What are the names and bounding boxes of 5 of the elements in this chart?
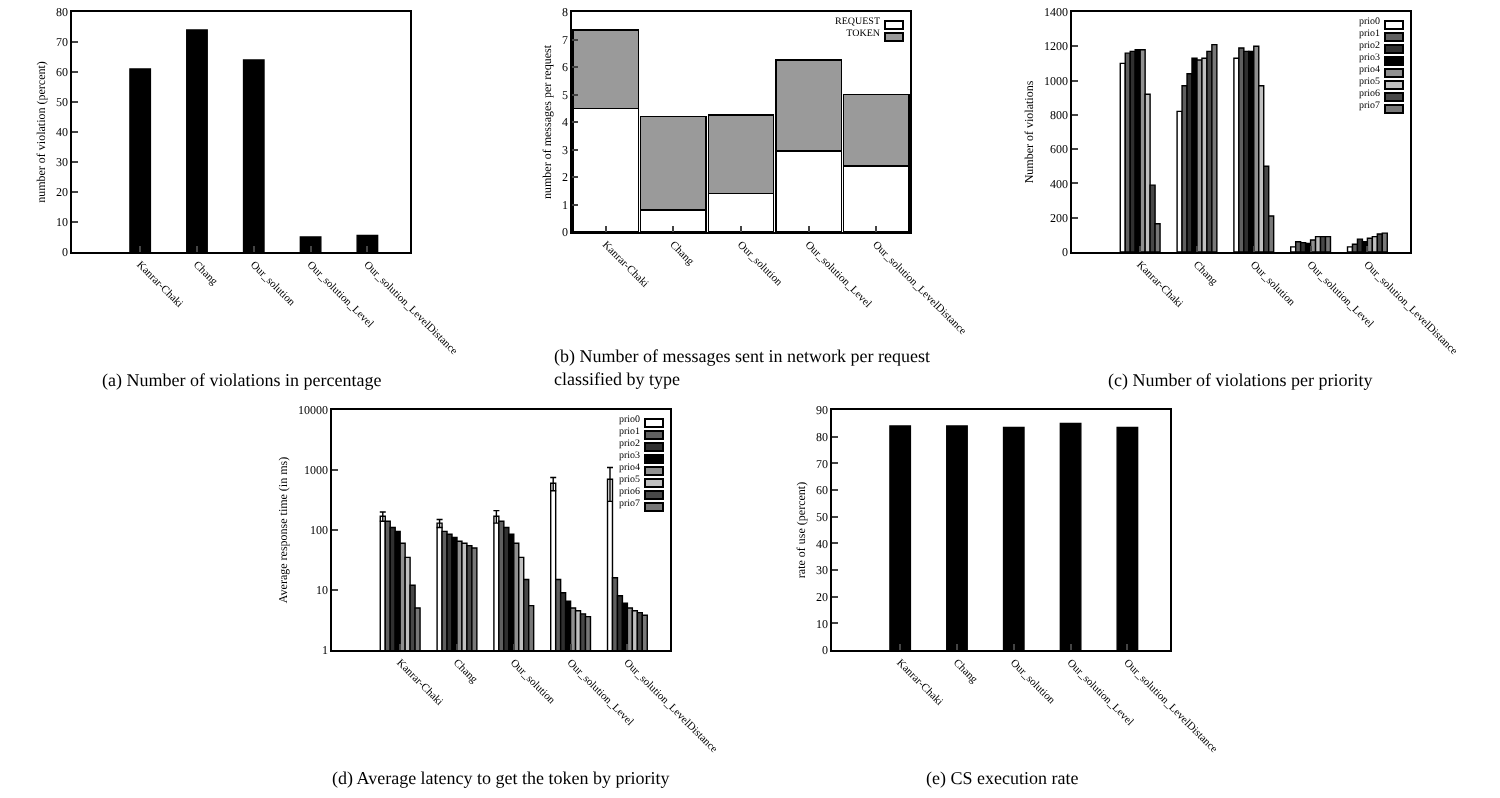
text: (d) Average latency to get the token by priority: [332, 768, 671, 788]
text: (a) Number of violations in percentage: [102, 370, 382, 390]
text: (c) Number of violations per priority: [1108, 370, 1374, 390]
text: (b) Number of messages sent in network per request classified by type: [554, 346, 931, 390]
text: (e) CS execution rate: [926, 768, 1079, 788]
